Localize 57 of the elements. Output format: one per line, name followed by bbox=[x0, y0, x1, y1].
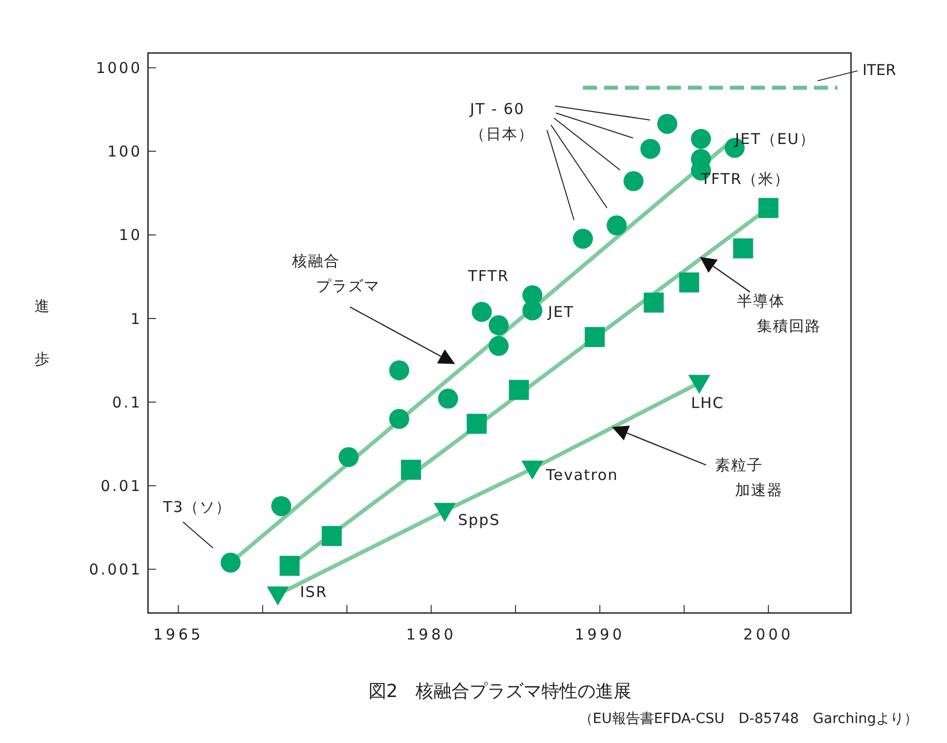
point bbox=[389, 360, 410, 380]
text: 進歩 bbox=[34, 297, 50, 368]
point bbox=[400, 460, 421, 480]
point bbox=[466, 414, 487, 434]
x-tick-label: 2000 bbox=[743, 626, 794, 644]
annotation: JET bbox=[547, 303, 574, 322]
point bbox=[758, 198, 778, 218]
point bbox=[572, 228, 593, 249]
point bbox=[679, 272, 700, 292]
annotation: 核融合プラズマ bbox=[291, 252, 380, 296]
point bbox=[521, 460, 544, 480]
annotation: ISR bbox=[300, 583, 328, 602]
x-tick-label: 1980 bbox=[406, 626, 456, 644]
annotation: SppS bbox=[458, 511, 500, 530]
y-tick-label: 1 bbox=[130, 310, 142, 328]
point bbox=[472, 302, 492, 322]
point bbox=[434, 502, 456, 522]
x-tick-label: 1965 bbox=[153, 626, 204, 644]
point bbox=[488, 315, 509, 336]
point bbox=[322, 526, 342, 546]
point bbox=[438, 388, 458, 409]
point bbox=[584, 327, 605, 348]
point bbox=[733, 238, 754, 258]
point bbox=[606, 215, 627, 236]
annotation: Tevatron bbox=[545, 466, 618, 484]
point bbox=[644, 292, 664, 313]
point bbox=[266, 586, 289, 606]
y-tick-label: 1000 bbox=[96, 59, 142, 78]
annotation: T3（ソ） bbox=[162, 498, 232, 516]
y-tick-label: 100 bbox=[107, 142, 142, 161]
y-tick-label: 10 bbox=[118, 226, 142, 244]
point bbox=[640, 138, 660, 159]
annotation: TFTR bbox=[467, 267, 510, 286]
point bbox=[508, 380, 529, 400]
text: 図2 核融合プラズマ特性の進展 bbox=[368, 680, 632, 702]
point bbox=[688, 374, 710, 394]
series-label: ITER bbox=[862, 60, 896, 79]
annotation: LHC bbox=[691, 394, 724, 412]
point bbox=[657, 114, 678, 134]
point bbox=[488, 336, 509, 356]
annotation: JET（EU） bbox=[734, 130, 816, 148]
point bbox=[271, 496, 292, 516]
y-tick-label: 0.1 bbox=[112, 393, 142, 412]
y-tick-label: 0.001 bbox=[89, 560, 142, 579]
point bbox=[338, 447, 359, 468]
point bbox=[280, 556, 300, 576]
y-tick-label: 0.01 bbox=[100, 477, 142, 496]
text: （EU報告書EFDA-CSU D-85748 Garchingより） bbox=[578, 710, 918, 727]
point bbox=[389, 408, 410, 429]
annotation: 半導体集積回路 bbox=[737, 292, 821, 336]
x-tick-label: 1990 bbox=[574, 626, 625, 644]
point bbox=[690, 128, 711, 149]
point bbox=[220, 552, 241, 573]
annotation: JT - 60（日本） bbox=[469, 100, 534, 144]
annotation: 素粒子加速器 bbox=[715, 456, 783, 500]
annotation: TFTR（米） bbox=[700, 170, 790, 188]
point bbox=[624, 171, 644, 192]
